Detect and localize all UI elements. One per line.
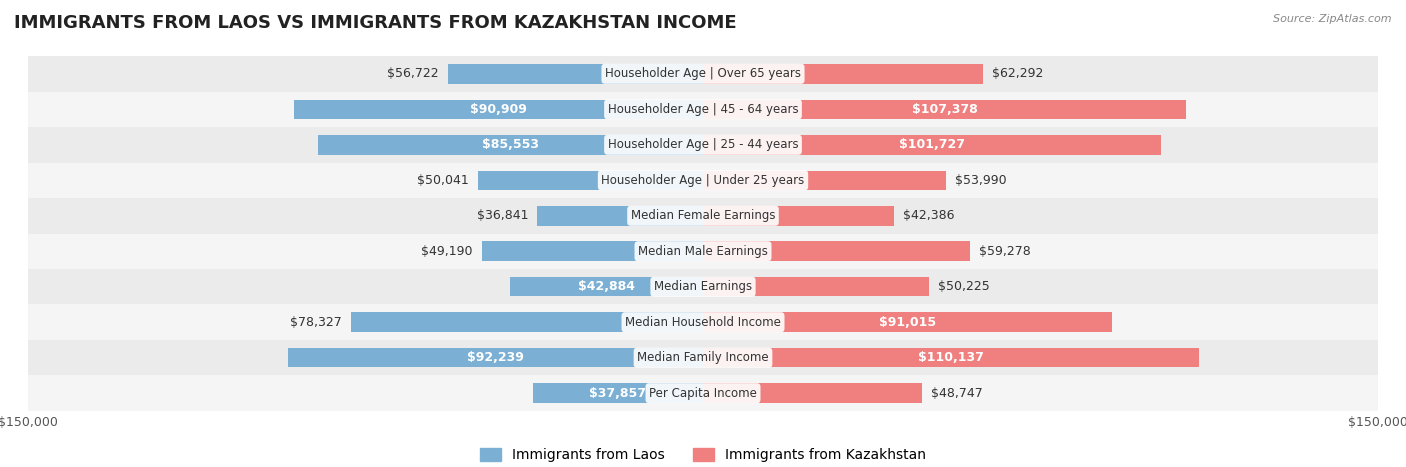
Text: Median Family Income: Median Family Income xyxy=(637,351,769,364)
Bar xyxy=(28,375,1378,411)
Legend: Immigrants from Laos, Immigrants from Kazakhstan: Immigrants from Laos, Immigrants from Ka… xyxy=(475,443,931,467)
Bar xyxy=(703,64,983,84)
Text: $50,041: $50,041 xyxy=(418,174,468,187)
Text: $62,292: $62,292 xyxy=(993,67,1043,80)
Text: $56,722: $56,722 xyxy=(387,67,439,80)
Text: Median Earnings: Median Earnings xyxy=(654,280,752,293)
Bar xyxy=(28,234,1378,269)
Text: Median Female Earnings: Median Female Earnings xyxy=(631,209,775,222)
Text: $59,278: $59,278 xyxy=(979,245,1031,258)
Bar xyxy=(703,383,922,403)
Bar xyxy=(703,277,929,297)
Bar xyxy=(28,56,1378,92)
Bar xyxy=(288,348,703,368)
Text: $36,841: $36,841 xyxy=(477,209,529,222)
Bar xyxy=(28,92,1378,127)
Text: Householder Age | Over 65 years: Householder Age | Over 65 years xyxy=(605,67,801,80)
Text: Median Male Earnings: Median Male Earnings xyxy=(638,245,768,258)
Text: $110,137: $110,137 xyxy=(918,351,984,364)
Bar xyxy=(318,135,703,155)
Bar xyxy=(28,269,1378,304)
Bar xyxy=(294,99,703,119)
Text: $78,327: $78,327 xyxy=(290,316,342,329)
Text: $49,190: $49,190 xyxy=(422,245,472,258)
Bar xyxy=(482,241,703,261)
Text: $50,225: $50,225 xyxy=(938,280,990,293)
Text: $42,386: $42,386 xyxy=(903,209,955,222)
Text: $91,015: $91,015 xyxy=(879,316,936,329)
Text: Householder Age | 45 - 64 years: Householder Age | 45 - 64 years xyxy=(607,103,799,116)
Bar xyxy=(28,340,1378,375)
Bar xyxy=(703,206,894,226)
Bar xyxy=(28,127,1378,163)
Text: IMMIGRANTS FROM LAOS VS IMMIGRANTS FROM KAZAKHSTAN INCOME: IMMIGRANTS FROM LAOS VS IMMIGRANTS FROM … xyxy=(14,14,737,32)
Bar xyxy=(703,170,946,190)
Text: $53,990: $53,990 xyxy=(955,174,1007,187)
Text: $37,857: $37,857 xyxy=(589,387,647,400)
Text: Householder Age | Under 25 years: Householder Age | Under 25 years xyxy=(602,174,804,187)
Bar xyxy=(510,277,703,297)
Text: Per Capita Income: Per Capita Income xyxy=(650,387,756,400)
Text: Median Household Income: Median Household Income xyxy=(626,316,780,329)
Bar xyxy=(478,170,703,190)
Text: $107,378: $107,378 xyxy=(911,103,977,116)
Bar xyxy=(350,312,703,332)
Text: $90,909: $90,909 xyxy=(470,103,527,116)
Bar xyxy=(28,198,1378,234)
Text: Householder Age | 25 - 44 years: Householder Age | 25 - 44 years xyxy=(607,138,799,151)
Bar xyxy=(703,99,1187,119)
Bar xyxy=(28,304,1378,340)
Text: $48,747: $48,747 xyxy=(931,387,983,400)
Bar xyxy=(703,348,1198,368)
Text: $85,553: $85,553 xyxy=(482,138,538,151)
Text: $101,727: $101,727 xyxy=(898,138,965,151)
Bar xyxy=(703,312,1112,332)
Text: $92,239: $92,239 xyxy=(467,351,524,364)
Bar xyxy=(447,64,703,84)
Bar xyxy=(537,206,703,226)
Text: $42,884: $42,884 xyxy=(578,280,636,293)
Bar xyxy=(703,241,970,261)
Bar xyxy=(28,163,1378,198)
Bar xyxy=(533,383,703,403)
Bar xyxy=(703,135,1161,155)
Text: Source: ZipAtlas.com: Source: ZipAtlas.com xyxy=(1274,14,1392,24)
